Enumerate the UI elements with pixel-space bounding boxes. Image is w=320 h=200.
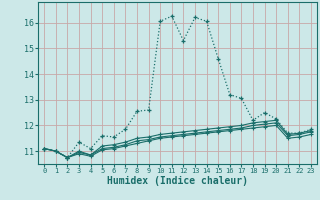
X-axis label: Humidex (Indice chaleur): Humidex (Indice chaleur) — [107, 176, 248, 186]
